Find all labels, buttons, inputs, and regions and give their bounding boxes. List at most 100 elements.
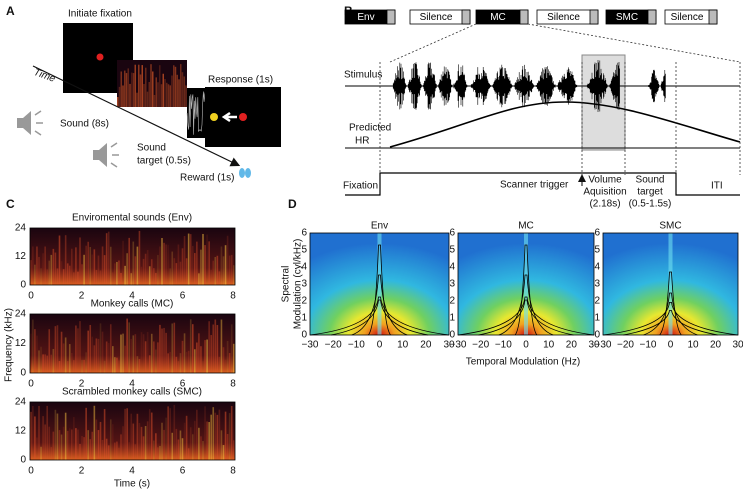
spectro-stripe <box>167 84 170 107</box>
spectro-stripe <box>206 421 208 460</box>
spectro-stripe <box>44 424 46 460</box>
x-tick-label: 4 <box>129 379 135 390</box>
x-tick-label: −10 <box>348 340 365 351</box>
x-tick-label: 0 <box>28 291 34 302</box>
y-tick-label: 6 <box>449 228 455 239</box>
spectro-stripe <box>127 68 129 107</box>
spectro-low <box>30 228 235 285</box>
center-ridge <box>524 233 528 335</box>
y-tick-label: 4 <box>449 262 455 273</box>
caption: Scanner trigger <box>500 180 569 191</box>
x-tick-label: 0 <box>668 340 674 351</box>
zoom-lines <box>389 23 741 63</box>
spectro-stripe <box>165 417 167 460</box>
axis-label: Spectral <box>281 266 292 303</box>
spectro-stripe <box>138 230 141 285</box>
spectro-stripe <box>228 413 231 460</box>
spectro-stripe <box>60 331 63 373</box>
spectro-stripe <box>77 271 79 285</box>
spectro-stripe <box>163 429 165 460</box>
spectro-stripe <box>159 445 161 460</box>
spectro-stripe <box>136 246 139 285</box>
spectro-stripe <box>183 333 186 373</box>
spectro-stripe <box>124 70 126 107</box>
spectro-stripe <box>60 261 63 285</box>
spectro-stripe <box>196 409 198 460</box>
spectro-stripe <box>68 265 71 285</box>
spectro-stripe <box>191 324 194 373</box>
spectro-stripe <box>134 334 137 373</box>
spectro-stripe <box>120 434 122 460</box>
y-tick-label: 12 <box>15 251 27 262</box>
spectro-stripe <box>118 86 121 107</box>
spectro-stripe <box>40 346 42 373</box>
x-tick-label: 8 <box>230 291 236 302</box>
spectro-stripe <box>66 430 69 460</box>
spectro-stripe <box>85 407 87 460</box>
spectro-stripe <box>126 253 128 285</box>
spectro-stripe <box>79 237 81 285</box>
spectro-stripe <box>181 248 184 285</box>
drop <box>239 168 245 178</box>
subplot-title: Enviromental sounds (Env) <box>72 213 192 224</box>
spectro-stripe <box>120 71 122 107</box>
caption: Sound <box>636 175 665 186</box>
spectro-stripe <box>46 355 48 373</box>
spectro-stripe <box>75 247 77 285</box>
x-tick-label: 30 <box>588 340 600 351</box>
spectro-stripe <box>214 319 217 373</box>
spectro-stripe <box>89 246 92 285</box>
spectro-stripe <box>95 269 98 285</box>
spectro-stripe <box>169 268 171 285</box>
spectro-stripe <box>206 234 208 285</box>
spectro-stripe <box>155 77 157 107</box>
spectro-stripe <box>226 433 229 460</box>
speaker <box>93 143 107 167</box>
x-tick-label: 10 <box>397 340 409 351</box>
contour <box>457 296 595 336</box>
spectro-stripe <box>196 342 198 373</box>
spectro-stripe <box>38 405 40 460</box>
x-tick-label: 8 <box>230 466 236 477</box>
spectro-stripe <box>131 72 133 107</box>
spectro-stripe <box>150 333 153 373</box>
spectro-stripe <box>54 252 57 285</box>
spectro-stripe <box>146 331 149 373</box>
spectro-stripe <box>52 349 55 373</box>
x-tick-label: 0 <box>377 340 383 351</box>
spectro-stripe <box>183 422 186 460</box>
row-label: Predicted <box>349 123 391 134</box>
spectro-stripe <box>152 71 154 107</box>
spectro-stripe <box>178 79 180 107</box>
spectro-stripe <box>164 78 166 107</box>
spectro-stripe <box>159 65 161 107</box>
block-end <box>386 9 396 25</box>
spectro-stripe <box>64 337 67 373</box>
spectro-stripe <box>134 444 137 460</box>
contour <box>498 274 554 336</box>
spectro-stripe <box>62 269 65 285</box>
caption: Initiate fixation <box>68 9 132 20</box>
spectro-stripe <box>105 341 108 373</box>
axis-label: Time (s) <box>114 479 150 490</box>
spectro-stripe <box>153 440 155 460</box>
spectro-stripe <box>128 322 130 373</box>
x-tick-label: −20 <box>472 340 489 351</box>
spectro-stripe <box>163 242 165 285</box>
spectro-stripe <box>34 416 36 460</box>
spectro-stripe <box>216 414 219 460</box>
spectro-stripe <box>48 426 51 460</box>
spectro-stripe <box>226 235 229 285</box>
spectro-stripe <box>222 256 225 285</box>
caption: target <box>637 187 663 198</box>
spectro-stripe <box>73 272 75 285</box>
spectro-stripe <box>169 85 171 107</box>
y-tick-label: 3 <box>449 279 455 290</box>
spectro-stripe <box>157 82 159 107</box>
spectro-stripe <box>58 361 61 373</box>
spectro-stripe <box>129 83 131 107</box>
y-tick-label: 0 <box>20 455 26 466</box>
wave <box>186 91 206 135</box>
x-tick-label: 30 <box>732 340 743 351</box>
y-tick-label: 2 <box>449 296 455 307</box>
